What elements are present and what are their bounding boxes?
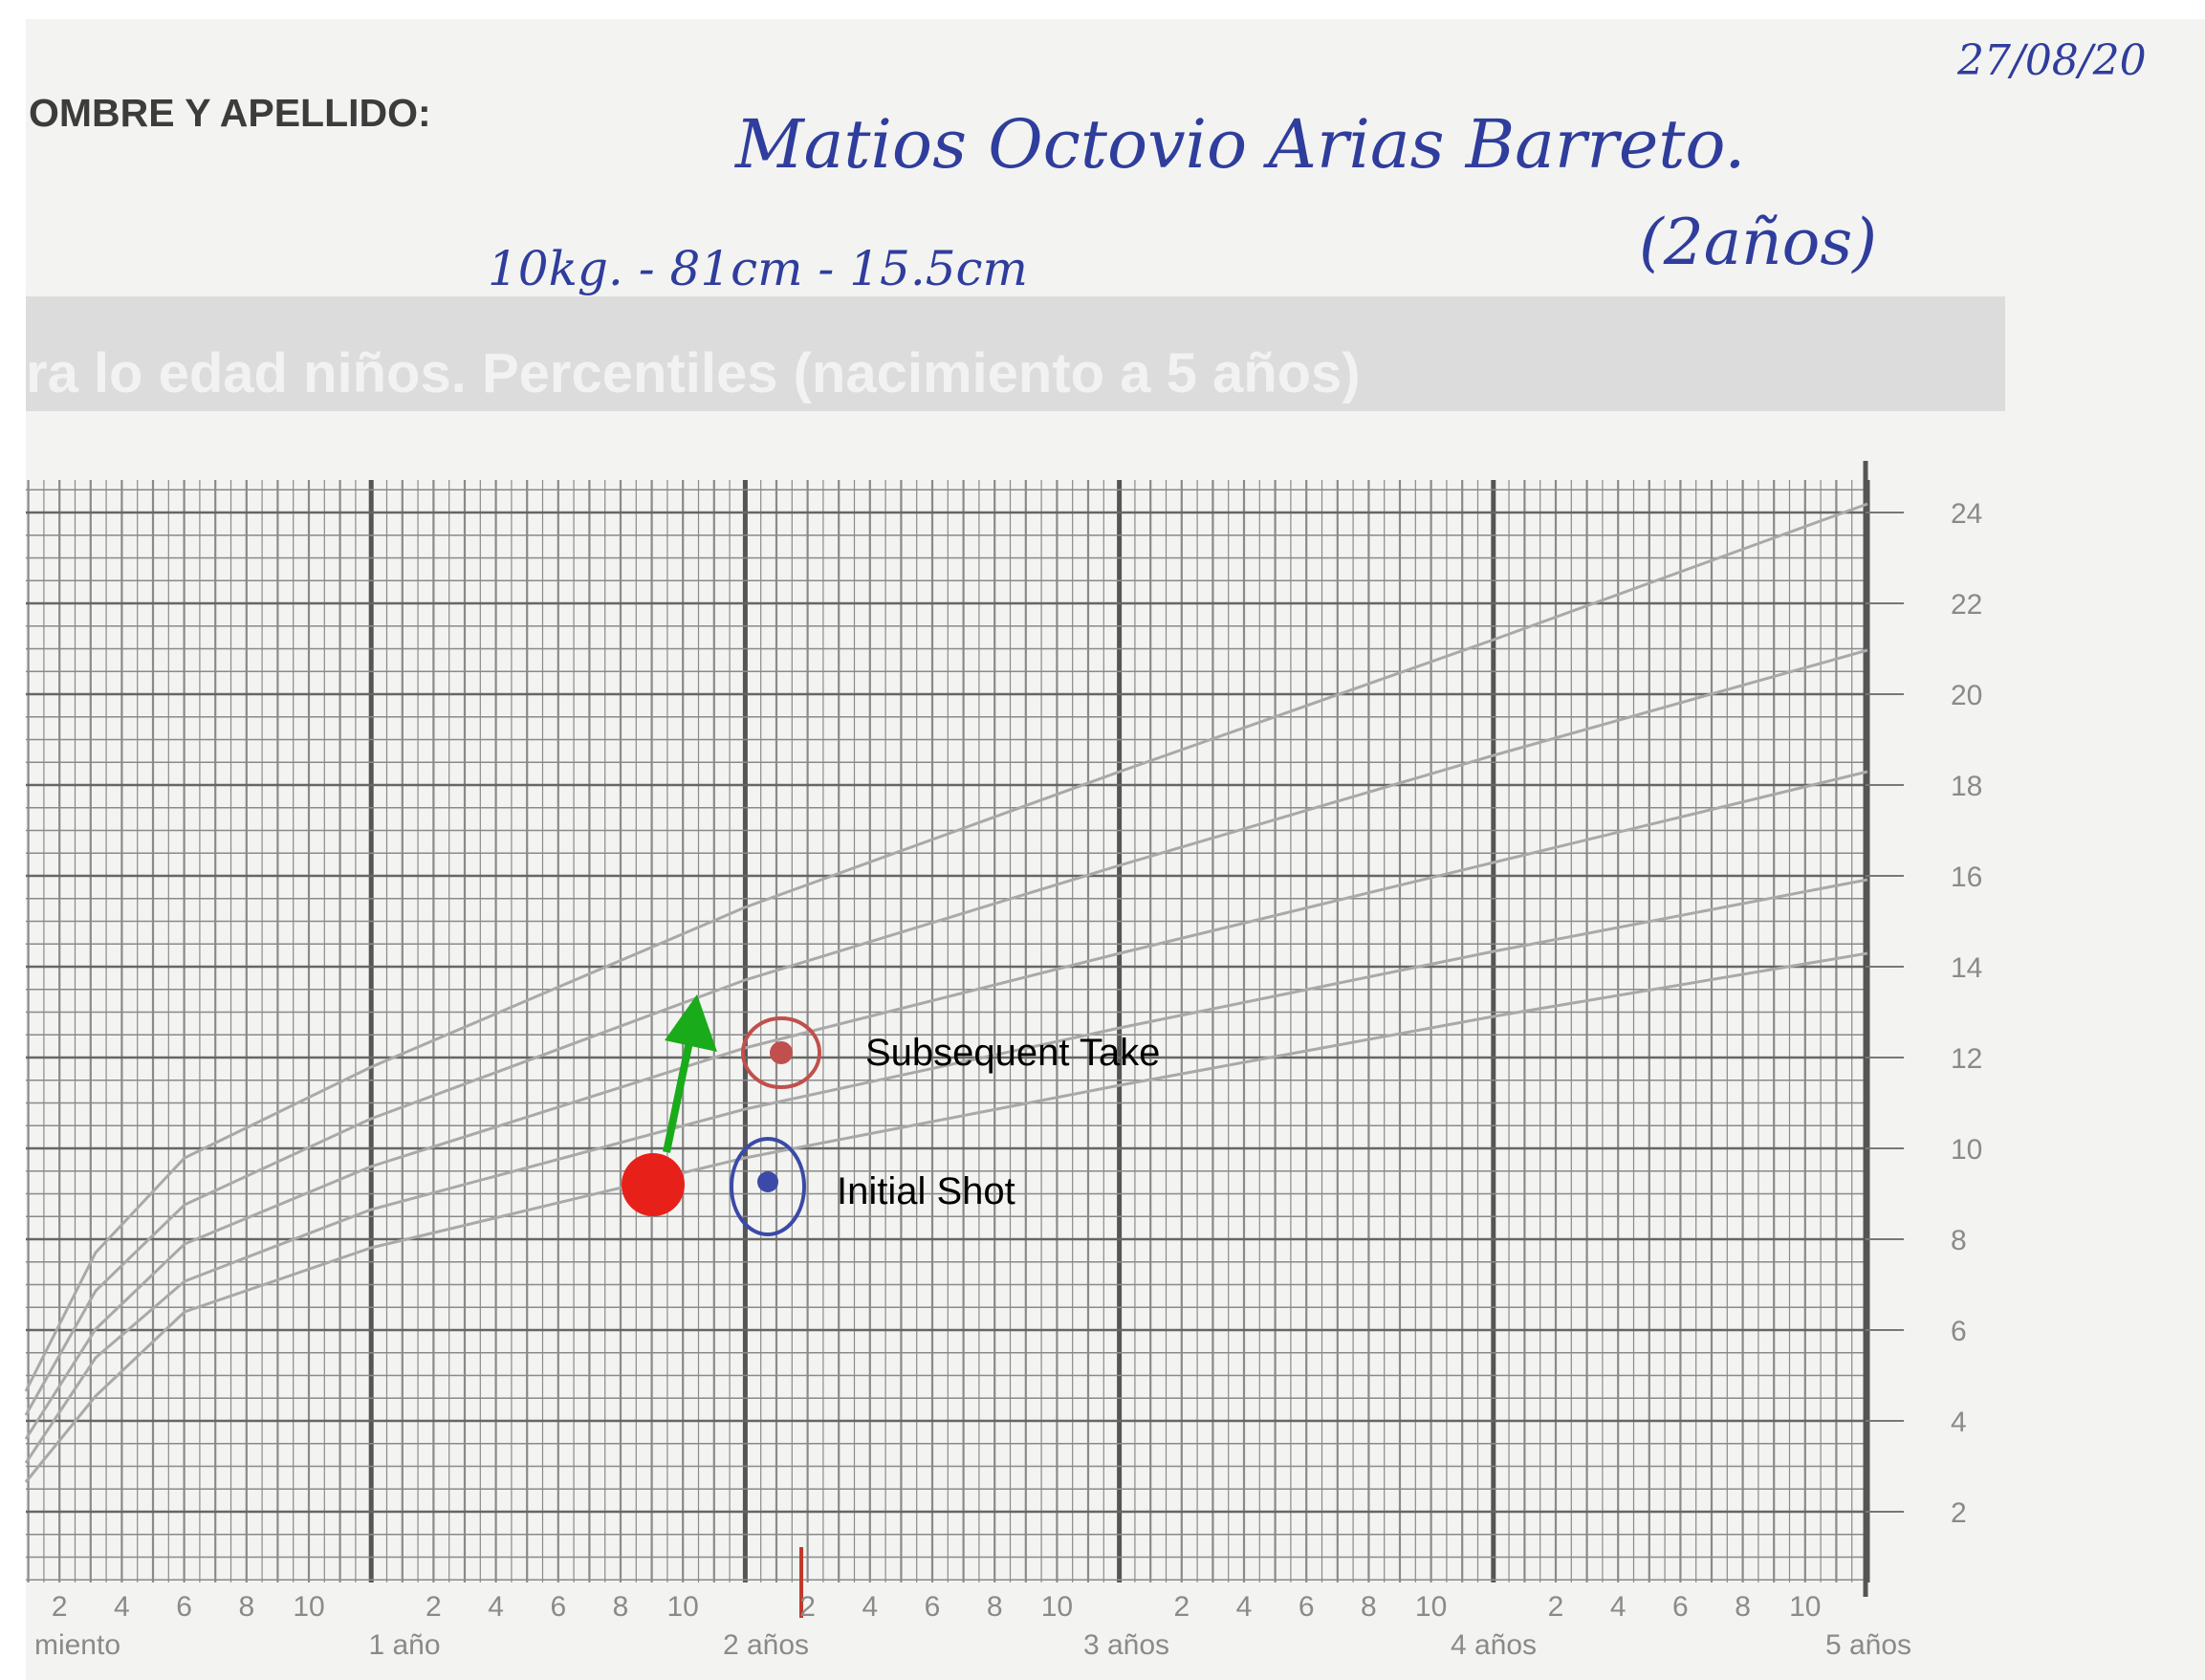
y-label: 10 — [1951, 1134, 1982, 1166]
measurements: 10kg. - 81cm - 15.5cm — [488, 241, 1028, 296]
y-label: 20 — [1951, 680, 1982, 711]
month-label: 6 — [550, 1591, 566, 1623]
curve-p3 — [24, 951, 1868, 1483]
banner-title: ra lo edad niños. Percentiles (nacimient… — [26, 342, 1361, 404]
month-label: 6 — [176, 1591, 192, 1623]
month-label: 8 — [613, 1591, 629, 1623]
y-label: 12 — [1951, 1043, 1982, 1075]
month-label: 10 — [1415, 1591, 1447, 1623]
paper — [26, 19, 2205, 1680]
y-label: 18 — [1951, 771, 1982, 802]
month-label: 2 — [426, 1591, 442, 1623]
year-label: 4 años — [1451, 1629, 1537, 1661]
month-label: 6 — [1672, 1591, 1689, 1623]
curve-p97 — [24, 502, 1868, 1392]
curve-p85 — [24, 648, 1868, 1416]
annotation-initial: Initial Shot — [837, 1170, 1015, 1212]
annotation-subsequent: Subsequent Take — [865, 1032, 1160, 1074]
y-label: 16 — [1951, 862, 1982, 893]
arrow-head — [665, 994, 717, 1052]
blue-point — [757, 1171, 778, 1192]
month-label: 4 — [114, 1591, 130, 1623]
month-label: 10 — [1789, 1591, 1821, 1623]
grid — [26, 461, 1904, 1597]
y-label: 8 — [1951, 1225, 1967, 1256]
month-label: 8 — [1361, 1591, 1377, 1623]
arrow-shaft — [663, 1027, 696, 1153]
y-label: 2 — [1951, 1497, 1967, 1529]
patient-name: Matios Octovio Arias Barreto. — [733, 105, 1746, 184]
month-label: 4 — [1236, 1591, 1253, 1623]
date: 27/08/20 — [1956, 36, 2147, 85]
year-label: 3 años — [1083, 1629, 1169, 1661]
month-label: 4 — [1610, 1591, 1626, 1623]
year-label: 5 años — [1825, 1629, 1911, 1661]
month-label: 2 — [799, 1591, 816, 1623]
month-label: 4 — [488, 1591, 504, 1623]
y-label: 14 — [1951, 952, 1982, 984]
curve-p15 — [24, 878, 1868, 1464]
year-label: miento — [34, 1629, 120, 1661]
red-dot — [622, 1153, 685, 1216]
y-label: 22 — [1951, 589, 1982, 621]
month-label: 8 — [238, 1591, 254, 1623]
age: (2años) — [1639, 206, 1877, 279]
month-label: 2 — [1173, 1591, 1190, 1623]
month-label: 2 — [52, 1591, 68, 1623]
month-label: 2 — [1548, 1591, 1564, 1623]
month-label: 8 — [1735, 1591, 1751, 1623]
banner — [26, 296, 2005, 411]
month-label: 6 — [925, 1591, 941, 1623]
y-label: 4 — [1951, 1407, 1967, 1438]
month-label: 4 — [862, 1591, 878, 1623]
y-label: 24 — [1951, 498, 1982, 530]
year-label: 1 año — [368, 1629, 440, 1661]
name-label: OMBRE Y APELLIDO: — [29, 91, 431, 135]
month-label: 10 — [1041, 1591, 1073, 1623]
year-label: 2 años — [723, 1629, 809, 1661]
curve-p50 — [24, 770, 1868, 1440]
y-label: 6 — [1951, 1316, 1967, 1347]
red-point — [770, 1041, 793, 1064]
red-mark — [741, 1016, 821, 1089]
month-label: 10 — [667, 1591, 699, 1623]
month-label: 10 — [293, 1591, 324, 1623]
blue-mark — [730, 1137, 806, 1236]
month-label: 6 — [1299, 1591, 1315, 1623]
percentile-curves — [24, 502, 1868, 1483]
month-label: 8 — [987, 1591, 1003, 1623]
